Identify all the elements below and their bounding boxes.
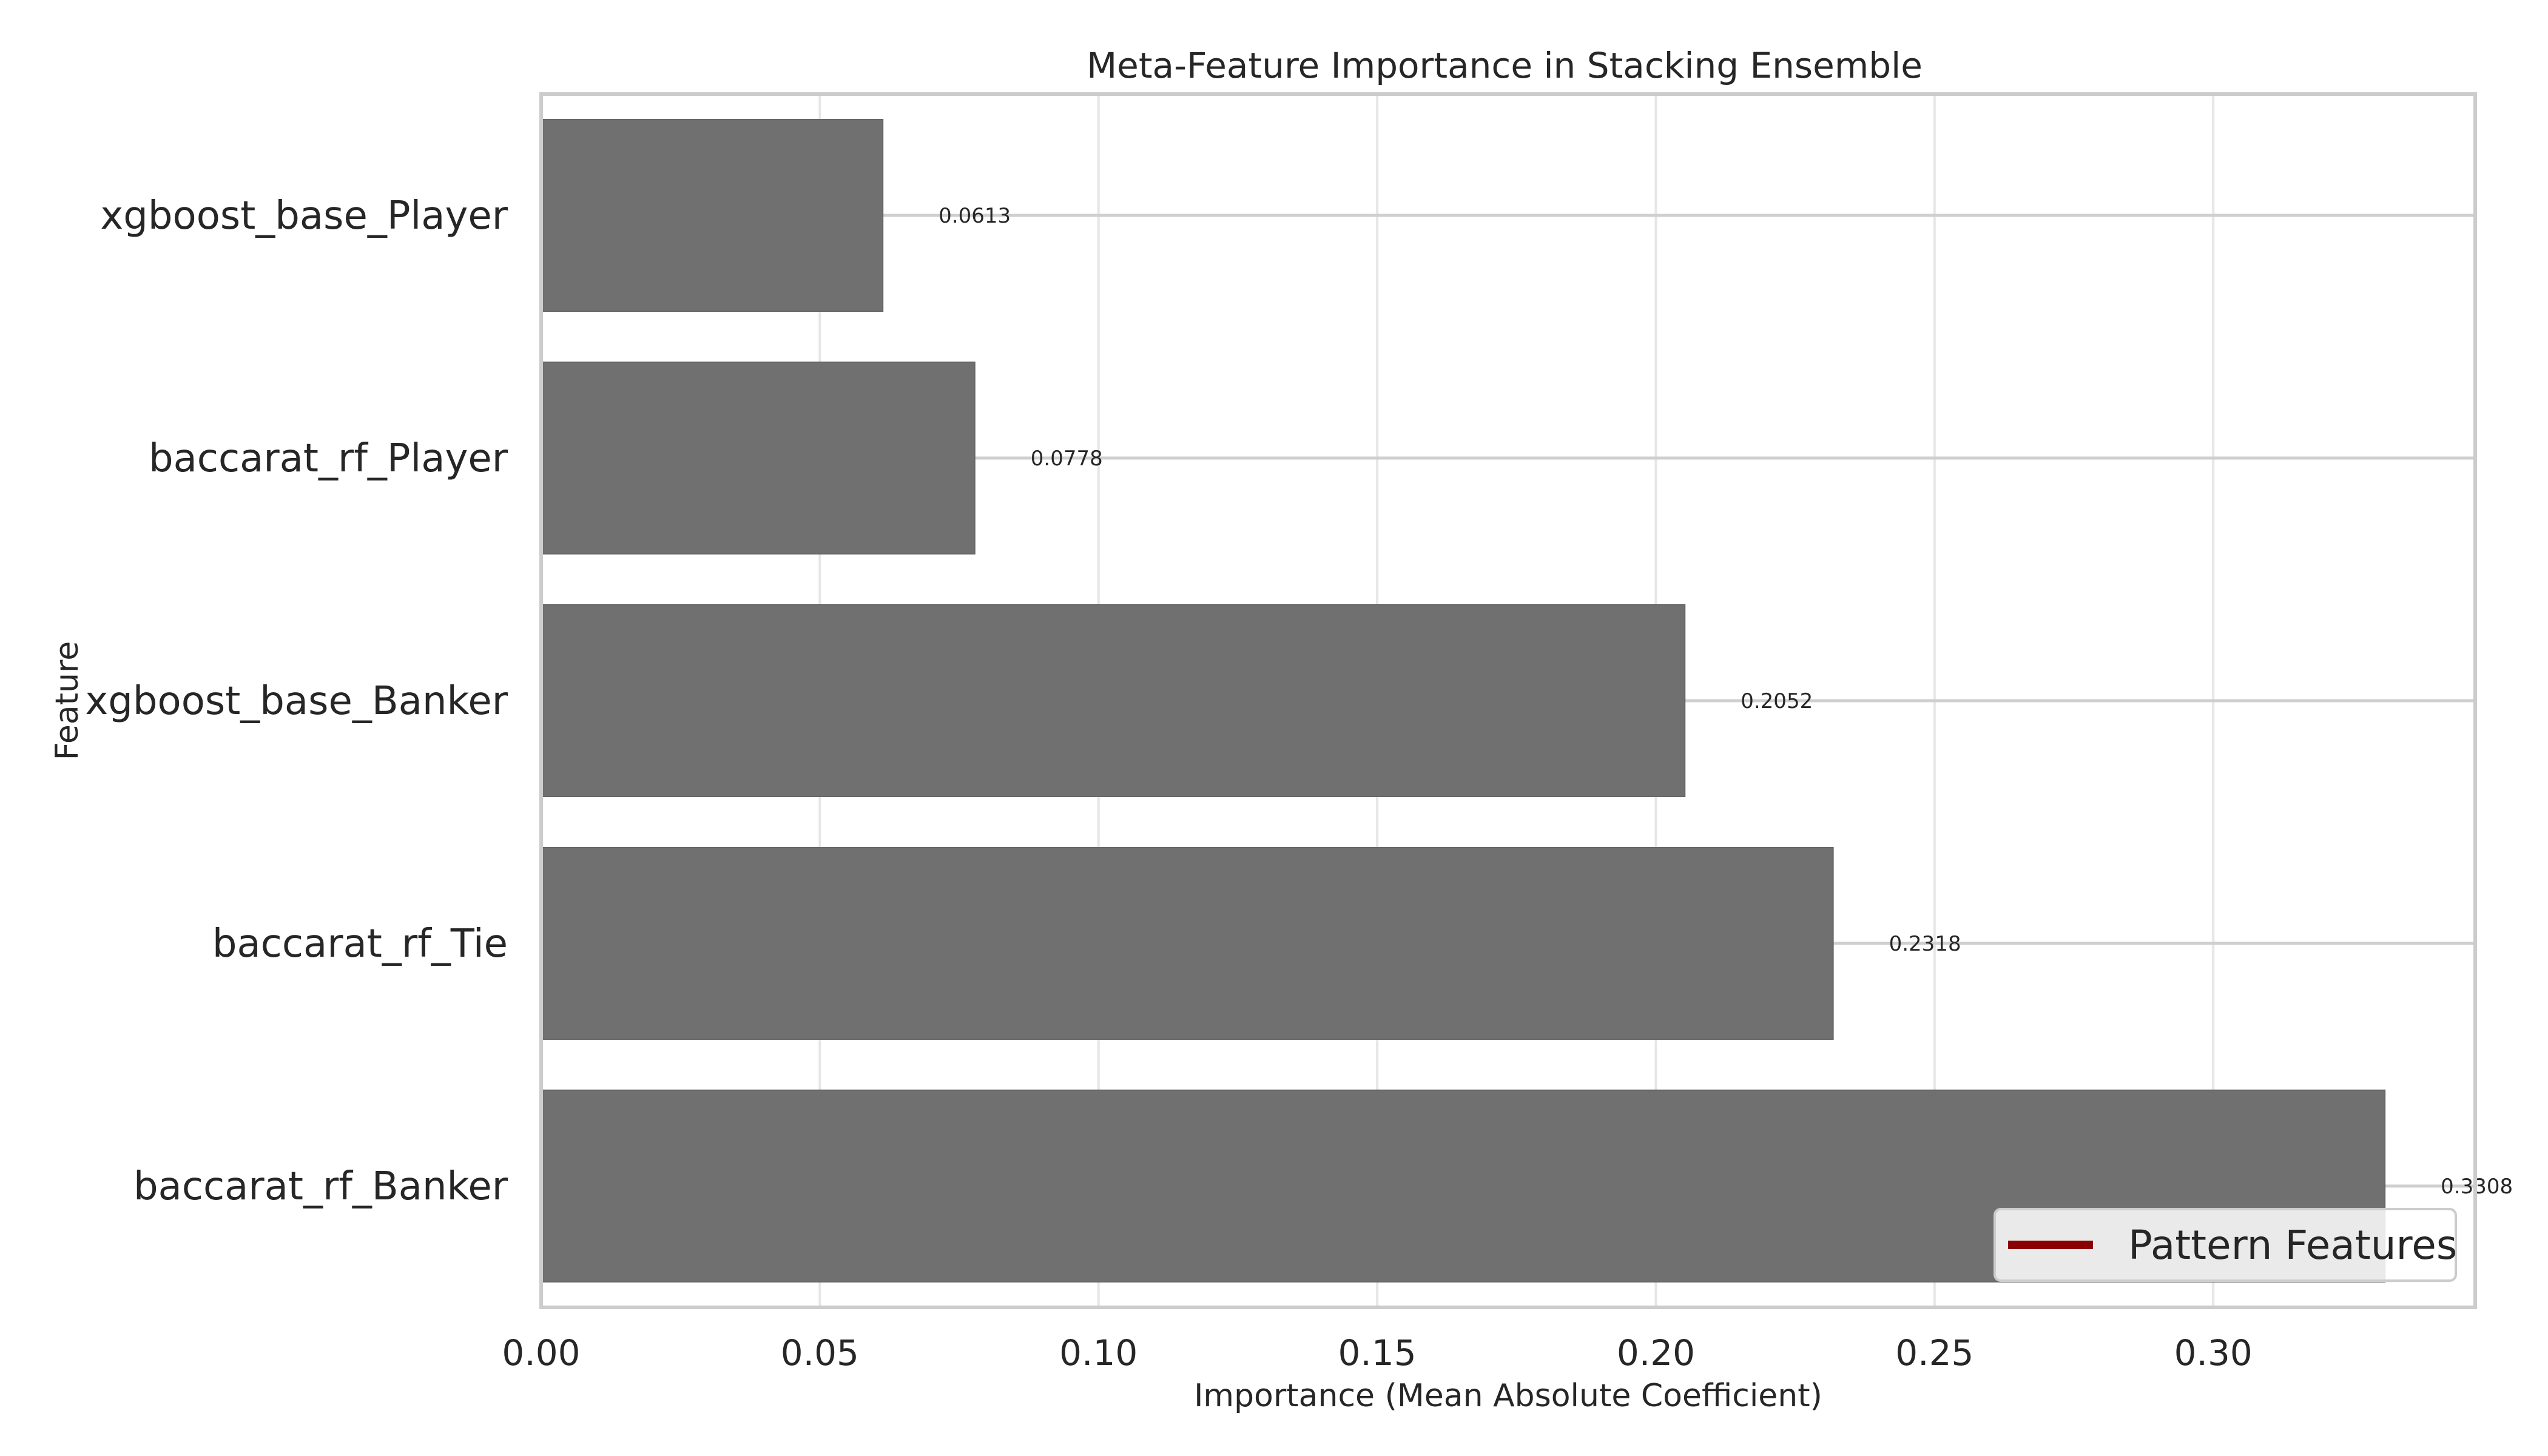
x-tick-label: 0.25: [1895, 1332, 1973, 1373]
x-tick-label: 0.00: [502, 1332, 580, 1373]
chart-title: Meta-Feature Importance in Stacking Ense…: [1087, 45, 1923, 86]
x-tick-label: 0.05: [781, 1332, 859, 1373]
legend: Pattern Features: [1994, 1208, 2457, 1282]
x-tick-label: 0.20: [1617, 1332, 1695, 1373]
y-tick-label: xgboost_base_Player: [100, 194, 508, 238]
bar-value-label: 0.0778: [1031, 447, 1103, 471]
bar-value-label: 0.2052: [1741, 689, 1813, 713]
y-tick-label: baccarat_rf_Banker: [133, 1164, 508, 1209]
x-axis-label: Importance (Mean Absolute Coefficient): [1194, 1378, 1822, 1414]
bars: [541, 119, 2386, 1282]
x-tick-label: 0.15: [1338, 1332, 1417, 1373]
y-tick-label: xgboost_base_Banker: [85, 679, 508, 724]
bar: [541, 119, 884, 312]
legend-label: Pattern Features: [2128, 1222, 2457, 1269]
bar-value-label: 0.2318: [1889, 932, 1961, 956]
bar: [541, 362, 976, 554]
x-tick-labels: 0.00 0.05 0.10 0.15 0.20 0.25 0.30: [502, 1332, 2252, 1373]
bar: [541, 604, 1686, 797]
y-tick-label: baccarat_rf_Player: [149, 436, 508, 481]
y-tick-label: baccarat_rf_Tie: [212, 922, 508, 966]
bar: [541, 847, 1834, 1040]
x-tick-label: 0.30: [2174, 1332, 2253, 1373]
bar-value-label: 0.0613: [939, 204, 1011, 228]
plot-frame: [539, 92, 2477, 1309]
y-axis-label: Feature: [49, 641, 86, 761]
legend-box: [1994, 1208, 2457, 1282]
y-tick-labels: xgboost_base_Player baccarat_rf_Playerxgb…: [85, 194, 508, 1209]
x-tick-label: 0.10: [1059, 1332, 1138, 1373]
